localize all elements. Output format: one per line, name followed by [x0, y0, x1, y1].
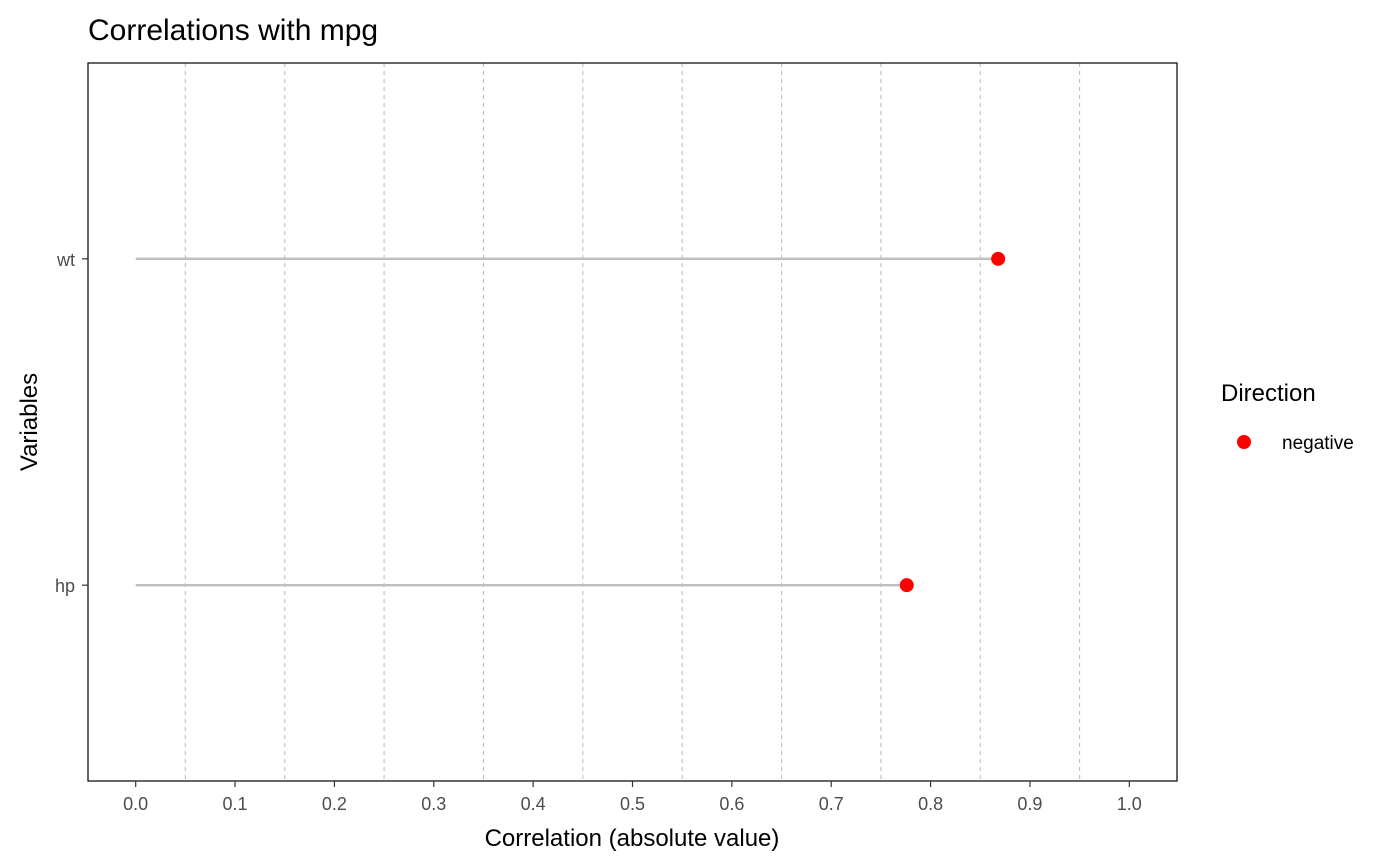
- chart-title: Correlations with mpg: [88, 14, 378, 47]
- point-hp: [899, 578, 914, 593]
- legend: Direction negative: [1221, 380, 1354, 454]
- y-axis: wt hp: [55, 250, 88, 596]
- y-axis-title: Variables: [16, 373, 43, 471]
- legend-key-negative: [1237, 435, 1251, 449]
- x-axis: 0.0 0.1 0.2 0.3 0.4 0.5 0.6 0.7 0.8 0.9 1.0: [123, 781, 1142, 814]
- legend-title: Direction: [1221, 380, 1316, 407]
- x-tick-label-1: 0.1: [223, 794, 248, 814]
- x-axis-title: Correlation (absolute value): [485, 825, 780, 852]
- x-tick-label-5: 0.5: [620, 794, 645, 814]
- lollipop-points: [899, 251, 1006, 593]
- x-tick-label-4: 0.4: [521, 794, 546, 814]
- y-tick-label-hp: hp: [55, 576, 75, 596]
- x-tick-label-3: 0.3: [421, 794, 446, 814]
- x-tick-label-10: 1.0: [1117, 794, 1142, 814]
- plot-panel-border: [87, 62, 1178, 782]
- x-tick-label-9: 0.9: [1017, 794, 1042, 814]
- point-wt: [991, 251, 1006, 266]
- x-tick-label-0: 0.0: [123, 794, 148, 814]
- gridlines: [184, 63, 1081, 781]
- x-tick-label-6: 0.6: [719, 794, 744, 814]
- x-tick-label-2: 0.2: [322, 794, 347, 814]
- legend-label-negative: negative: [1282, 433, 1354, 454]
- x-tick-label-8: 0.8: [918, 794, 943, 814]
- lollipop-segments: [135, 257, 999, 587]
- y-tick-label-wt: wt: [56, 250, 75, 270]
- x-tick-label-7: 0.7: [819, 794, 844, 814]
